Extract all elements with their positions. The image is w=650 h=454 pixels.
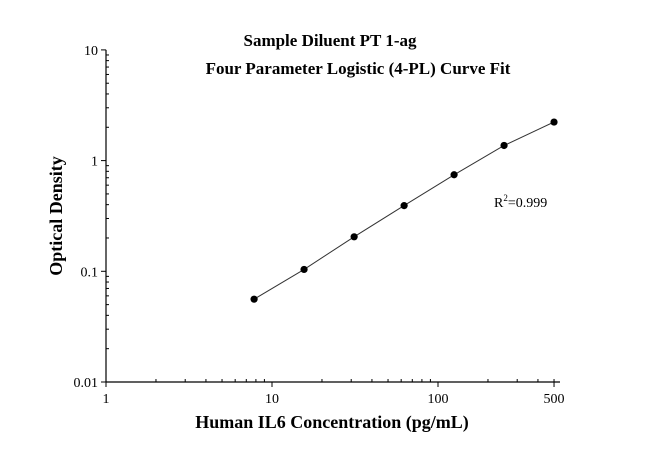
- data-point: [250, 295, 258, 303]
- y-tick-label: 0.1: [81, 265, 99, 280]
- y-tick-label: 0.01: [74, 376, 99, 391]
- data-point: [300, 265, 308, 274]
- chart-title: Sample Diluent PT 1-ag: [243, 31, 417, 50]
- data-point: [450, 171, 458, 179]
- r2-prefix: R: [494, 196, 504, 211]
- y-tick-label: 10: [84, 44, 98, 59]
- y-axis-label: Optical Density: [46, 156, 66, 276]
- data-point: [550, 118, 558, 126]
- x-tick-label: 10: [265, 392, 279, 407]
- x-axis-label: Human IL6 Concentration (pg/mL): [195, 412, 469, 433]
- data-point: [350, 233, 358, 241]
- r2-value: =0.999: [508, 196, 547, 211]
- chart-subtitle: Four Parameter Logistic (4-PL) Curve Fit: [206, 59, 511, 78]
- x-tick-label: 1: [103, 392, 110, 407]
- r2-sup: 2: [503, 193, 508, 203]
- x-tick-label: 500: [544, 392, 565, 407]
- y-tick-label: 1: [91, 155, 98, 170]
- tick-labels: 1 10 100 500 0.01 0.1 1 10: [74, 44, 565, 407]
- data-point: [500, 141, 508, 150]
- axes: [101, 49, 560, 387]
- x-tick-label: 100: [428, 392, 449, 407]
- data-points: [250, 118, 558, 303]
- r-squared-annotation: R2=0.999: [494, 193, 547, 211]
- data-point: [400, 202, 408, 210]
